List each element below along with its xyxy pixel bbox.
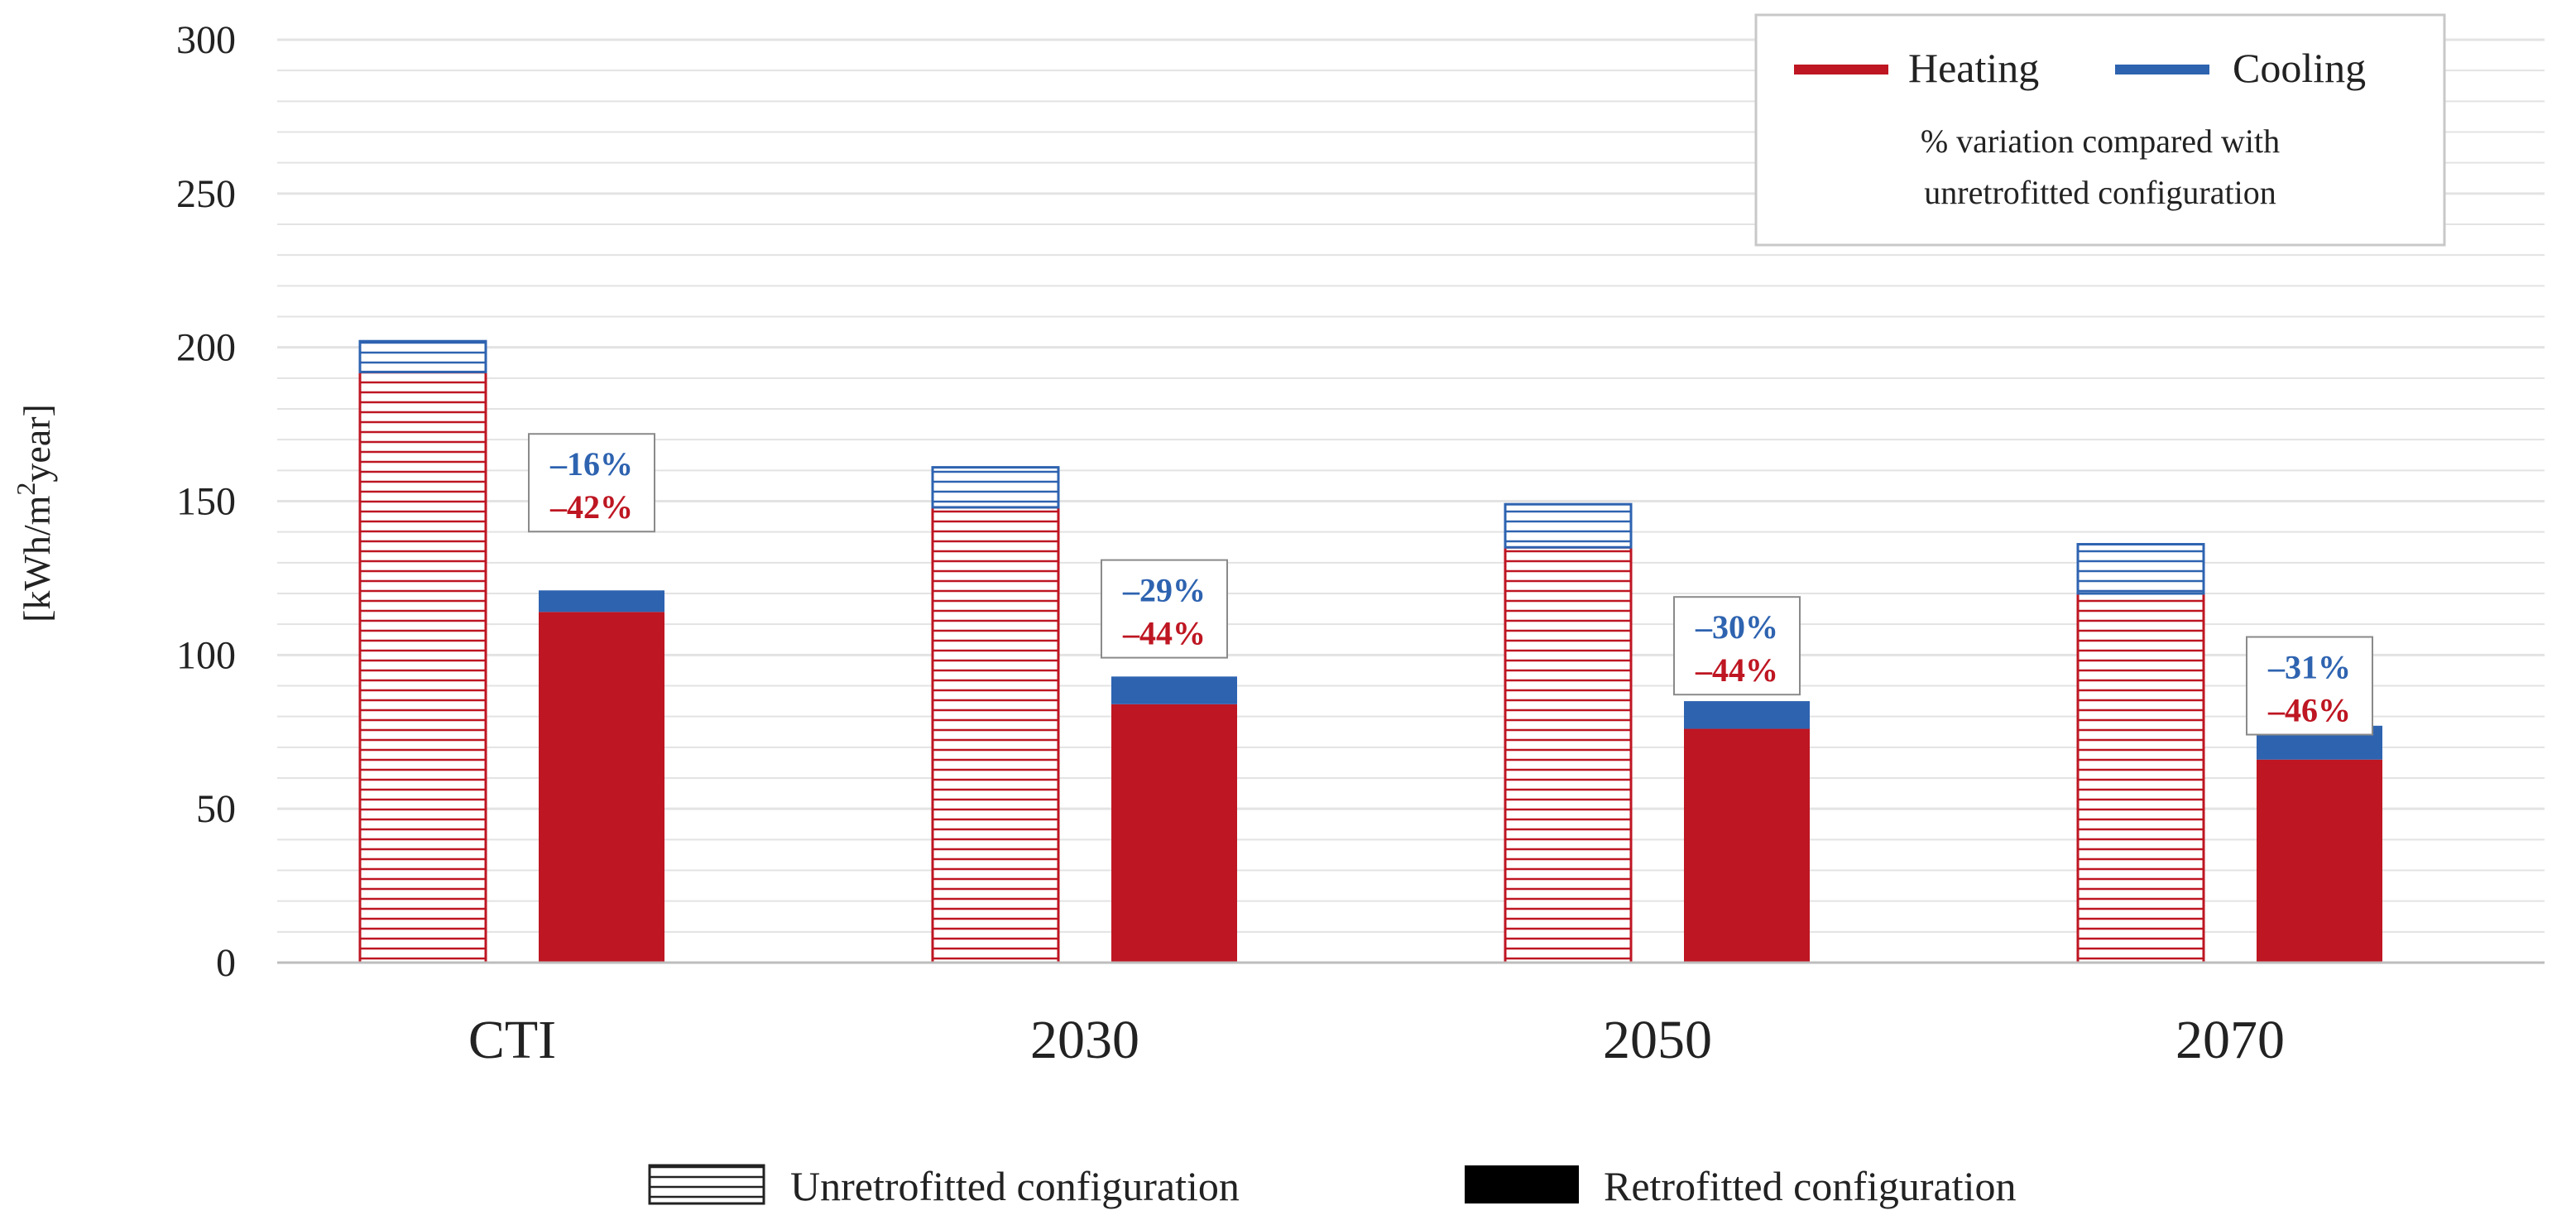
- legend-cooling-label: Cooling: [2233, 45, 2366, 91]
- y-tick-label: 200: [176, 326, 236, 370]
- heating-variation-label: –42%: [549, 488, 633, 526]
- y-tick-label: 150: [176, 480, 236, 524]
- legend-note-line2: unretrofitted configuration: [1924, 174, 2276, 211]
- bars: [358, 339, 2382, 964]
- y-tick-label: 50: [196, 787, 236, 831]
- cooling-variation-label: –31%: [2267, 649, 2351, 686]
- bar-retrofitted-cooling: [1684, 701, 1810, 729]
- bar-unretrofitted-heating: [2076, 592, 2205, 964]
- legend-unretrofitted-swatch: [648, 1164, 765, 1205]
- bar-unretrofitted-cooling: [931, 466, 1060, 509]
- y-tick-label: 300: [176, 18, 236, 62]
- bar-unretrofitted-heating: [358, 370, 487, 964]
- y-tick-label: 250: [176, 172, 236, 216]
- y-axis-ticks: 0 50 100 150 200 250 300: [176, 18, 236, 985]
- x-axis-ticks: CTI 2030 2050 2070: [468, 1010, 2285, 1070]
- heating-variation-label: –46%: [2267, 692, 2351, 729]
- cooling-variation-label: –16%: [549, 445, 633, 483]
- bottom-legend: Unretrofitted configuration Retrofitted …: [648, 1163, 2016, 1209]
- x-tick-label: 2030: [1030, 1010, 1139, 1070]
- cooling-variation-label: –30%: [1695, 608, 1778, 646]
- legend-frame: [1754, 13, 2446, 247]
- cooling-variation-label: –29%: [1122, 572, 1206, 609]
- legend-unretrofitted-label: Unretrofitted configuration: [790, 1163, 1240, 1209]
- variation-box: [2246, 636, 2373, 736]
- legend-box: Heating Cooling % variation compared wit…: [1754, 13, 2446, 247]
- bar-unretrofitted-cooling: [2076, 543, 2205, 595]
- y-tick-label: 0: [216, 941, 236, 985]
- y-tick-label: 100: [176, 633, 236, 677]
- x-tick-label: 2070: [2175, 1010, 2285, 1070]
- bar-retrofitted-heating: [539, 612, 664, 963]
- bar-unretrofitted-cooling: [358, 339, 487, 373]
- x-tick-label: 2050: [1603, 1010, 1712, 1070]
- legend-note-line1: % variation compared with: [1921, 122, 2280, 160]
- variation-box: [1673, 596, 1801, 696]
- legend-heating-label: Heating: [1908, 45, 2039, 91]
- bar-retrofitted-cooling: [1111, 676, 1237, 704]
- bar-unretrofitted-heating: [1504, 545, 1633, 964]
- legend-retrofitted-label: Retrofitted configuration: [1604, 1163, 2016, 1209]
- bar-unretrofitted-cooling: [1504, 502, 1633, 549]
- heating-variation-label: –44%: [1695, 651, 1778, 689]
- bar-retrofitted-heating: [2257, 759, 2382, 963]
- bar-retrofitted-cooling: [539, 590, 664, 612]
- legend-retrofitted-swatch: [1465, 1165, 1579, 1203]
- x-tick-label: CTI: [468, 1010, 556, 1070]
- bar-retrofitted-heating: [1111, 704, 1237, 963]
- variation-box: [528, 433, 655, 533]
- heating-variation-label: –44%: [1122, 615, 1206, 652]
- variation-box: [1101, 559, 1228, 659]
- y-axis-label: [kWh/m2year]: [11, 404, 58, 622]
- bar-retrofitted-heating: [1684, 728, 1810, 963]
- bar-unretrofitted-heating: [931, 506, 1060, 964]
- variation-annotations: –16% –42% –29% –44% –30% –44% –31% –46%: [528, 433, 2373, 736]
